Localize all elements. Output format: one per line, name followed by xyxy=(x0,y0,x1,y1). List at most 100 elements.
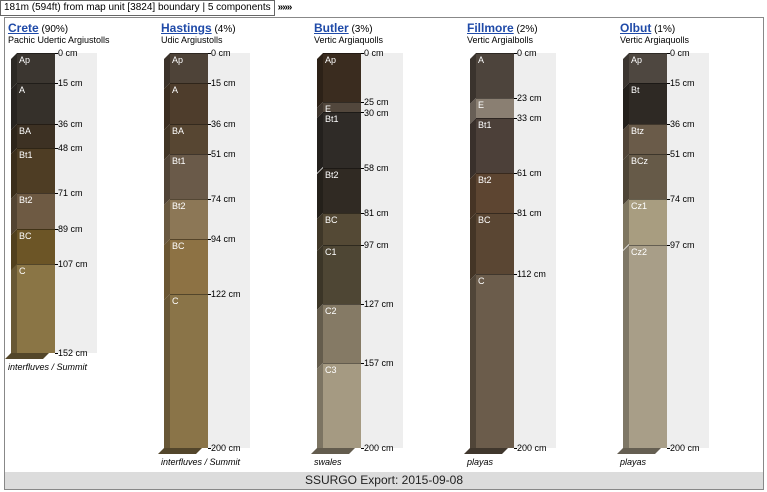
export-footer: SSURGO Export: 2015-09-08 xyxy=(5,472,763,489)
horizon-label: A xyxy=(478,55,485,65)
depth-tick xyxy=(514,274,517,276)
depth-label: 36 cm xyxy=(670,119,695,130)
more-link[interactable]: »»» xyxy=(277,2,293,13)
component-percent: (1%) xyxy=(651,24,676,35)
depth-tick xyxy=(667,82,670,84)
horizon-c[interactable]: C xyxy=(170,293,208,448)
horizon-c3[interactable]: C3 xyxy=(323,363,361,448)
horizon-label: BA xyxy=(172,126,185,137)
horizon-ap[interactable]: Ap xyxy=(170,53,208,83)
depth-tick xyxy=(667,153,670,155)
horizon-label: Bt1 xyxy=(19,149,33,160)
horizon-label: C3 xyxy=(325,365,337,376)
depth-tick xyxy=(55,53,58,54)
depth-tick xyxy=(667,124,670,126)
horizon-label: Bt2 xyxy=(478,175,492,186)
horizon-c1[interactable]: C1 xyxy=(323,244,361,304)
component-link[interactable]: Butler xyxy=(314,21,349,35)
horizon-c[interactable]: C xyxy=(476,274,514,448)
horizon-ap[interactable]: Ap xyxy=(323,53,361,103)
depth-tick xyxy=(208,82,211,84)
depth-label: 51 cm xyxy=(670,148,695,159)
horizon-label: Cz2 xyxy=(631,246,648,257)
horizon-e[interactable]: E xyxy=(323,102,361,114)
horizon-bc[interactable]: BC xyxy=(476,212,514,275)
horizon-c2[interactable]: C2 xyxy=(323,303,361,364)
horizon-e[interactable]: E xyxy=(476,98,514,119)
depth-tick xyxy=(361,448,364,449)
profile-bottom xyxy=(311,448,355,454)
depth-label: 15 cm xyxy=(211,77,236,88)
component-link[interactable]: Crete xyxy=(8,21,39,35)
profile-bottom xyxy=(617,448,661,454)
horizon-a[interactable]: A xyxy=(170,82,208,125)
profile-shadow xyxy=(208,53,250,448)
horizon-label: Cz1 xyxy=(631,201,648,212)
horizon-bc[interactable]: BC xyxy=(323,212,361,245)
horizon-label: BA xyxy=(19,126,32,137)
horizon-a[interactable]: A xyxy=(17,82,55,125)
component-link[interactable]: Olbut xyxy=(620,21,652,35)
horizon-bt1[interactable]: Bt1 xyxy=(17,147,55,194)
depth-label: 94 cm xyxy=(211,233,236,244)
depth-label: 0 cm xyxy=(517,48,537,58)
horizon-bt[interactable]: Bt xyxy=(629,82,667,125)
landform-label: interfluves / Summit xyxy=(8,362,88,373)
horizon-label: Ap xyxy=(172,55,184,65)
landform-label: playas xyxy=(467,457,494,467)
horizon-bt2[interactable]: Bt2 xyxy=(323,167,361,213)
horizon-bc[interactable]: BC xyxy=(17,228,55,265)
horizon-ap[interactable]: Ap xyxy=(17,53,55,83)
horizon-label: Bt1 xyxy=(172,155,186,166)
depth-label: 200 cm xyxy=(364,443,394,453)
horizon-bt1[interactable]: Bt1 xyxy=(476,118,514,174)
depth-tick xyxy=(667,199,670,201)
depth-tick xyxy=(55,124,58,126)
depth-label: 81 cm xyxy=(517,207,542,218)
horizon-ba[interactable]: BA xyxy=(170,124,208,154)
depth-label: 23 cm xyxy=(517,93,542,104)
horizon-bcz[interactable]: BCz xyxy=(629,153,667,200)
depth-label: 48 cm xyxy=(58,142,83,153)
depth-tick xyxy=(55,147,58,149)
horizon-label: Bt1 xyxy=(478,120,492,131)
component-percent: (90%) xyxy=(38,24,69,35)
horizon-bt2[interactable]: Bt2 xyxy=(170,199,208,239)
depth-tick xyxy=(361,212,364,214)
horizon-bt2[interactable]: Bt2 xyxy=(476,173,514,213)
horizon-bc[interactable]: BC xyxy=(170,238,208,294)
horizon-a[interactable]: A xyxy=(476,53,514,99)
horizon-bt1[interactable]: Bt1 xyxy=(323,112,361,168)
horizon-bt2[interactable]: Bt2 xyxy=(17,193,55,229)
depth-label: 58 cm xyxy=(364,162,389,173)
depth-label: 152 cm xyxy=(58,348,88,359)
horizon-label: Bt1 xyxy=(325,114,339,125)
horizon-btz[interactable]: Btz xyxy=(629,124,667,154)
profile-title: Fillmore (2%) xyxy=(467,21,538,35)
depth-label: 25 cm xyxy=(364,97,389,108)
component-link[interactable]: Fillmore xyxy=(467,21,514,35)
depth-label: 0 cm xyxy=(364,48,384,58)
depth-label: 61 cm xyxy=(517,168,542,179)
depth-tick xyxy=(55,82,58,84)
profile-column-olbut: Olbut (1%) Vertic Argiaquolls Ap Bt Btz BCz Cz… xyxy=(617,20,767,470)
horizon-ap[interactable]: Ap xyxy=(629,53,667,83)
distance-info: 181m (594ft) from map unit [3824] bounda… xyxy=(0,0,275,16)
component-percent: (2%) xyxy=(513,24,538,35)
horizon-ba[interactable]: BA xyxy=(17,124,55,148)
depth-tick xyxy=(514,98,517,100)
taxonomic-class: Vertic Argialbolls xyxy=(467,35,534,45)
component-link[interactable]: Hastings xyxy=(161,21,212,35)
top-info-bar: 181m (594ft) from map unit [3824] bounda… xyxy=(0,0,294,16)
depth-label: 127 cm xyxy=(364,298,394,309)
depth-tick xyxy=(361,112,364,114)
depth-label: 71 cm xyxy=(58,188,83,199)
horizon-label: Bt2 xyxy=(19,195,33,206)
horizon-c[interactable]: C xyxy=(17,264,55,354)
horizon-bt1[interactable]: Bt1 xyxy=(170,153,208,200)
depth-label: 33 cm xyxy=(517,113,542,124)
horizon-cz2[interactable]: Cz2 xyxy=(629,244,667,448)
depth-tick xyxy=(361,53,364,54)
horizon-cz1[interactable]: Cz1 xyxy=(629,199,667,245)
depth-tick xyxy=(208,238,211,240)
